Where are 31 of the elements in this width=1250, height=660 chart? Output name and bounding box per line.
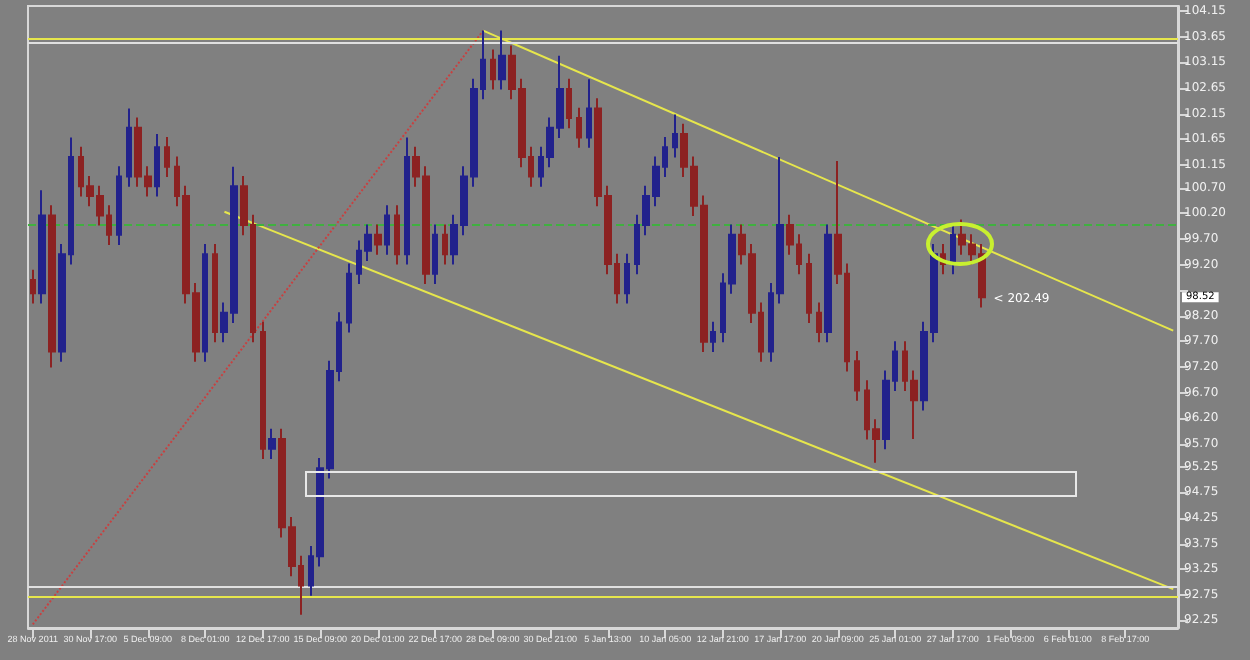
candlestick	[498, 29, 506, 91]
candlestick	[624, 252, 630, 305]
candlestick	[346, 262, 352, 334]
candlestick	[490, 48, 496, 91]
candlestick	[48, 204, 56, 369]
candlestick	[260, 320, 266, 461]
candlestick	[126, 107, 132, 188]
candlestick	[384, 204, 390, 256]
candlestick	[672, 113, 678, 159]
candlestick	[816, 301, 822, 344]
candlestick	[38, 189, 46, 305]
candlestick	[824, 223, 832, 344]
candlestick	[268, 427, 276, 461]
candlestick	[164, 136, 170, 178]
candlestick	[566, 77, 572, 130]
candlestick	[442, 223, 448, 266]
candlestick	[576, 106, 582, 149]
candlestick	[154, 132, 160, 198]
candlestick	[30, 268, 36, 305]
candlestick	[202, 243, 208, 363]
candlestick	[710, 320, 716, 354]
candlestick	[212, 243, 218, 344]
candlestick	[116, 165, 122, 247]
candlestick	[854, 350, 860, 402]
candlestick	[404, 136, 410, 266]
candlestick	[394, 204, 400, 266]
candlestick	[586, 78, 592, 149]
candlestick	[950, 223, 956, 276]
candlestick	[432, 223, 438, 285]
candlestick	[374, 223, 382, 256]
candlestick	[806, 252, 812, 324]
